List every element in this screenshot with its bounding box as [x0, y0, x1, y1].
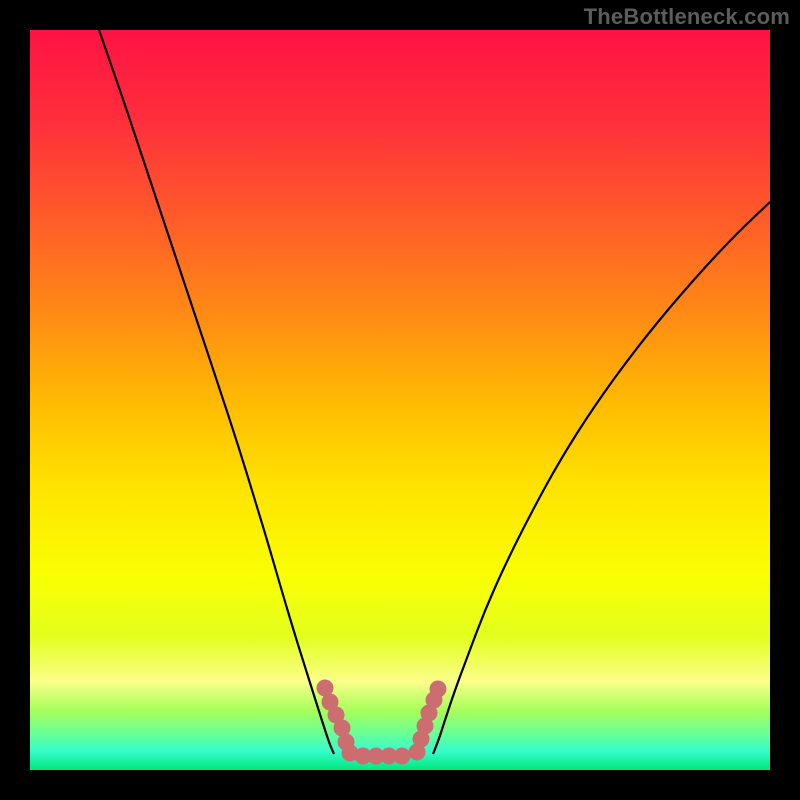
- marker-right: [430, 681, 447, 698]
- bottleneck-chart-svg: [30, 30, 770, 770]
- marker-left: [394, 748, 411, 765]
- gradient-background: [30, 30, 770, 770]
- chart-container: TheBottleneck.com: [0, 0, 800, 800]
- gradient-plot-area: [30, 30, 770, 770]
- watermark-text: TheBottleneck.com: [584, 4, 790, 30]
